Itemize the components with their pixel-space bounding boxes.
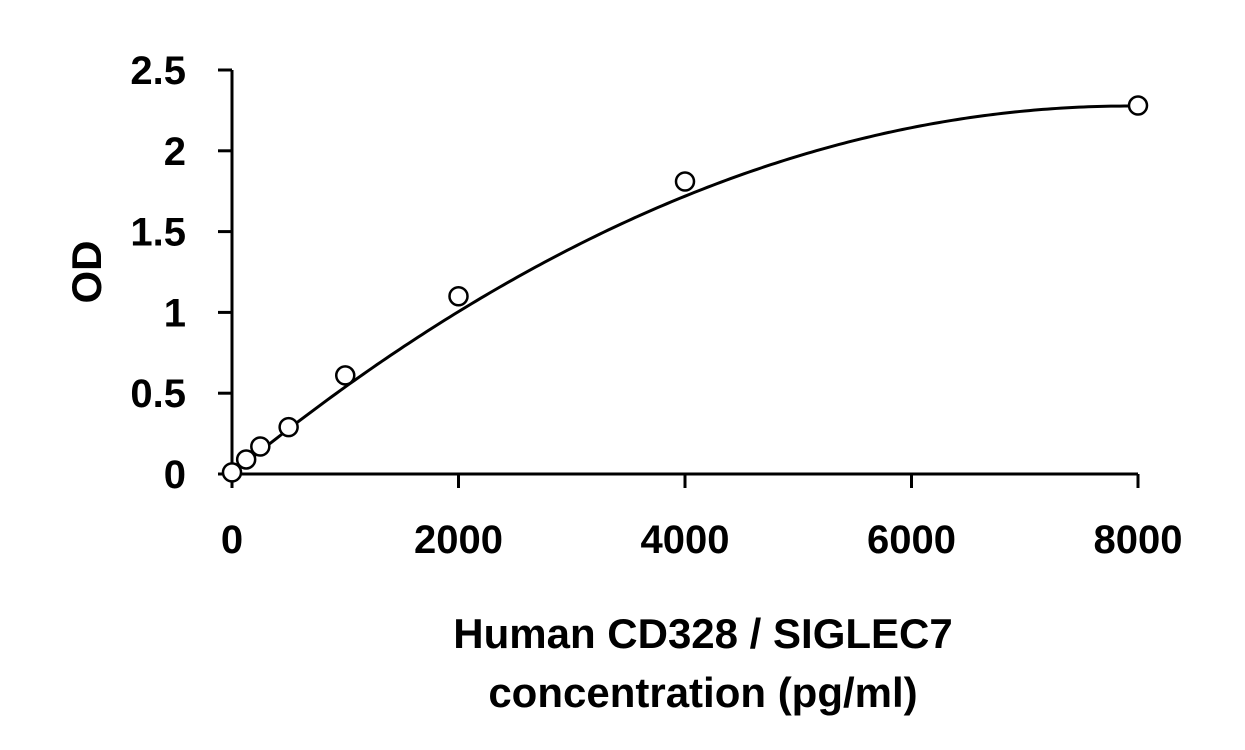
- tick-labels: 0 0.5 1 1.5 2 2.5 0 2000 4000 6000 8000: [130, 49, 1182, 562]
- y-tick-label: 1.5: [130, 211, 186, 255]
- data-point: [674, 171, 696, 192]
- x-tick-label: 2000: [414, 518, 503, 562]
- x-axis-title-line: concentration (pg/ml): [488, 669, 917, 716]
- axis-titles: OD Human CD328 / SIGLEC7 concentration (pg…: [63, 241, 953, 717]
- data-point: [278, 416, 299, 438]
- x-tick-label: 8000: [1094, 518, 1183, 562]
- data-point: [250, 436, 271, 457]
- x-axis-title-line: Human CD328 / SIGLEC7: [453, 610, 952, 657]
- y-tick-label: 2: [164, 130, 186, 174]
- y-tick-label: 2.5: [130, 49, 186, 93]
- data-points: [221, 95, 1149, 483]
- y-axis-title: OD: [63, 241, 110, 304]
- x-tick-label: 6000: [867, 518, 956, 562]
- tick-marks: [218, 68, 1140, 488]
- y-tick-label: 1: [164, 291, 186, 335]
- x-tick-label: 0: [221, 518, 243, 562]
- data-point: [235, 449, 257, 470]
- data-point: [335, 365, 356, 386]
- data-point: [1127, 95, 1149, 116]
- axes: [218, 70, 1138, 488]
- x-tick-label: 4000: [641, 518, 730, 562]
- y-tick-label: 0: [164, 453, 186, 497]
- y-tick-label: 0.5: [130, 372, 186, 416]
- fit-curve: [231, 104, 1139, 476]
- data-point: [221, 462, 243, 483]
- fit-curve-layer: [231, 104, 1139, 476]
- data-point: [448, 285, 469, 307]
